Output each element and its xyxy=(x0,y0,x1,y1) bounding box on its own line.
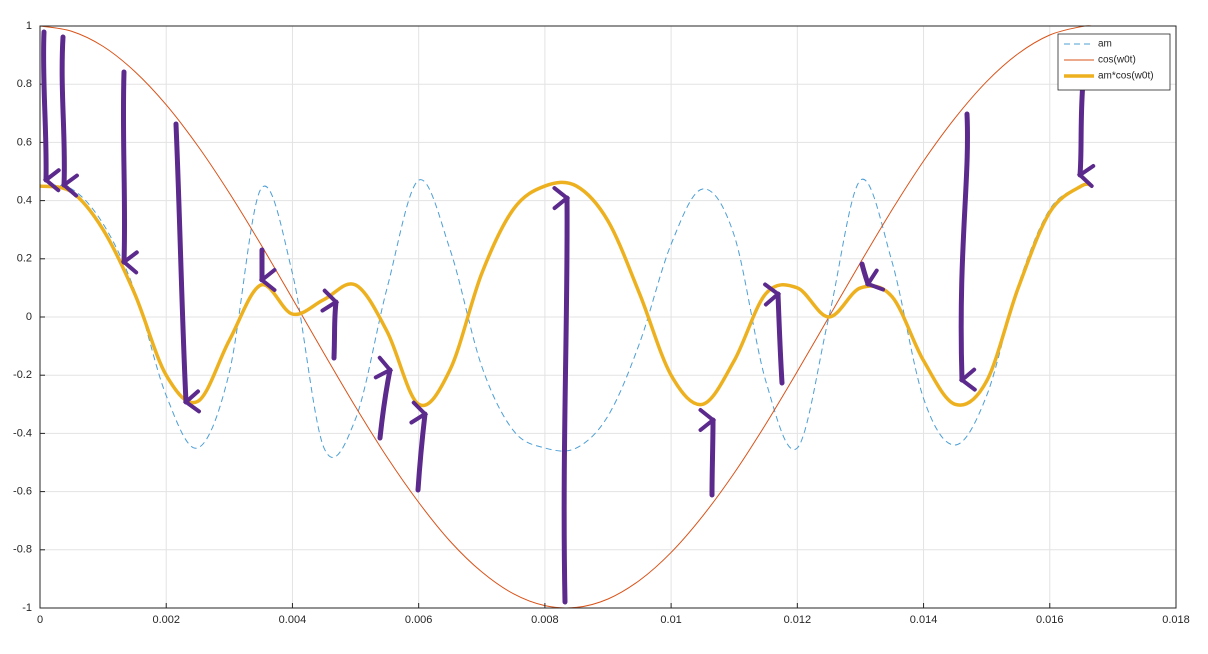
y-tick-label: -1 xyxy=(22,602,32,614)
grid xyxy=(39,25,1177,609)
x-tick-label: 0.008 xyxy=(531,614,559,626)
y-tick-label: 0.6 xyxy=(17,136,32,148)
ticks: 0 0.002 0.004 0.006 0.008 0.01 0.012 0.014 0.016… xyxy=(13,20,1190,626)
y-tick-label: 0 xyxy=(26,311,32,323)
x-tick-label: 0 xyxy=(37,614,43,626)
legend-label: cos(w0t) xyxy=(1098,55,1136,66)
legend-label: am*cos(w0t) xyxy=(1098,71,1154,82)
y-tick-label: -0.2 xyxy=(13,369,32,381)
x-tick-label: 0.01 xyxy=(660,614,681,626)
legend-box xyxy=(1057,33,1171,91)
plot-lines xyxy=(39,25,1093,609)
x-tick-label: 0.016 xyxy=(1036,614,1064,626)
y-tick-label: 0.4 xyxy=(17,195,32,207)
x-tick-label: 0.018 xyxy=(1162,614,1190,626)
arrow xyxy=(958,111,977,392)
arrow xyxy=(552,186,571,605)
x-tick-label: 0.004 xyxy=(279,614,307,626)
arrow xyxy=(41,29,61,193)
arrow xyxy=(59,34,79,198)
series-line xyxy=(39,25,1093,609)
y-tick-label: 0.8 xyxy=(17,78,32,90)
x-tick-label: 0.012 xyxy=(784,614,812,626)
x-tick-label: 0.014 xyxy=(910,614,938,626)
y-tick-label: 1 xyxy=(26,20,32,32)
x-tick-label: 0.002 xyxy=(152,614,180,626)
y-tick-label: -0.6 xyxy=(13,486,32,498)
legend-label: am xyxy=(1098,39,1112,50)
arrow xyxy=(173,121,201,414)
arrow xyxy=(120,69,139,275)
annotations xyxy=(41,29,1096,605)
arrow xyxy=(763,282,785,386)
series-line xyxy=(39,180,1093,408)
x-tick-label: 0.006 xyxy=(405,614,433,626)
arrow xyxy=(1076,79,1096,188)
arrow xyxy=(698,407,717,498)
y-tick-label: -0.4 xyxy=(13,427,32,439)
y-tick-label: 0.2 xyxy=(17,253,32,265)
legend: am cos(w0t) am*cos(w0t) xyxy=(1057,33,1171,91)
arrow xyxy=(373,355,394,441)
arrow xyxy=(409,400,429,493)
arrow xyxy=(320,288,340,361)
y-tick-label: -0.8 xyxy=(13,544,32,556)
arrow xyxy=(859,261,886,292)
series-line xyxy=(39,178,1093,458)
